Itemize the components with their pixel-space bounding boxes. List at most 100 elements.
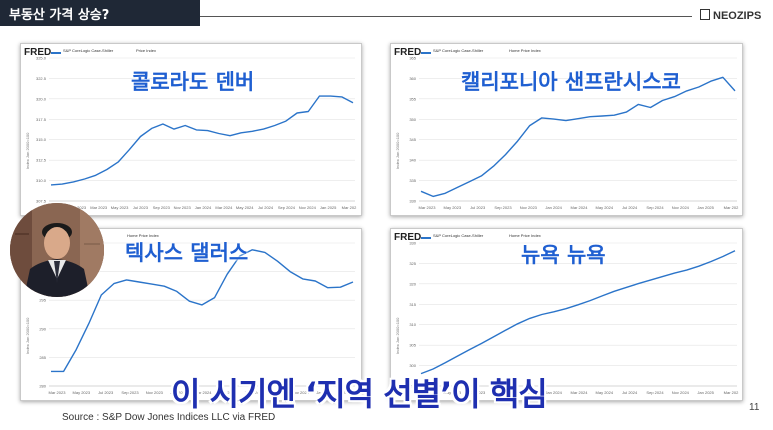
legend-series: S&P CoreLogic Case-Shiller bbox=[63, 48, 114, 53]
chart-san-francisco: FRED S&P CoreLogic Case-Shiller Home Pri… bbox=[390, 43, 743, 216]
legend-series: S&P CoreLogic Case-Shiller bbox=[433, 48, 484, 53]
legend-extra: Home Price Index bbox=[509, 48, 541, 53]
x-tick-label: May 2023 bbox=[111, 205, 129, 210]
y-tick-label: 335 bbox=[409, 178, 416, 183]
x-tick-label: Jan 2025 bbox=[320, 205, 337, 210]
x-tick-label: Mar 202 bbox=[342, 205, 357, 210]
x-tick-label: Sep 2023 bbox=[494, 390, 512, 395]
x-tick-label: Jul 2023 bbox=[470, 205, 486, 210]
y-tick-label: 340 bbox=[409, 158, 416, 163]
x-tick-label: May 2024 bbox=[219, 390, 237, 395]
x-tick-label: Sep 2023 bbox=[153, 205, 171, 210]
x-tick-label: Jul 2024 bbox=[244, 390, 260, 395]
x-tick-label: Nov 2023 bbox=[520, 390, 538, 395]
x-tick-label: May 2024 bbox=[236, 205, 254, 210]
x-tick-label: Sep 2023 bbox=[121, 390, 139, 395]
legend-series: Home Price Index bbox=[127, 233, 159, 238]
y-tick-label: 295 bbox=[409, 384, 416, 389]
x-tick-label: Jul 2023 bbox=[133, 205, 149, 210]
y-tick-label: 320 bbox=[409, 281, 416, 286]
x-tick-label: Nov 2024 bbox=[672, 205, 690, 210]
x-tick-label: Nov 2024 bbox=[672, 390, 690, 395]
x-tick-label: Mar 202 bbox=[724, 205, 739, 210]
source-note: Source : S&P Dow Jones Indices LLC via F… bbox=[62, 412, 276, 423]
chart-denver: FRED S&P CoreLogic Case-Shiller Price In… bbox=[20, 43, 362, 216]
caption-subtitle: 이 시기엔 ‘지역 선별’이 핵심 bbox=[171, 375, 548, 413]
x-tick-label: Mar 202 bbox=[724, 390, 739, 395]
x-tick-label: Nov 2024 bbox=[299, 205, 317, 210]
y-tick-label: 280 bbox=[39, 384, 46, 389]
y-tick-label: 355 bbox=[409, 96, 416, 101]
chart-label-san-francisco: 캘리포니아 샌프란시스코 bbox=[461, 70, 681, 94]
y-tick-label: 315.0 bbox=[36, 137, 47, 142]
x-tick-label: May 2023 bbox=[73, 390, 91, 395]
chart-label-denver: 콜로라도 덴버 bbox=[131, 70, 255, 94]
chart-label-dallas: 텍사스 댈러스 bbox=[125, 241, 249, 265]
x-tick-label: Mar 2024 bbox=[571, 390, 589, 395]
series-line bbox=[420, 250, 736, 375]
brand-name: NEOZIPS bbox=[713, 10, 762, 22]
series-line bbox=[51, 249, 354, 373]
x-tick-label: Mar 2024 bbox=[571, 205, 589, 210]
x-tick-label: Sep 2023 bbox=[494, 205, 512, 210]
x-tick-label: Jul 2024 bbox=[258, 205, 274, 210]
y-tick-label: 320.0 bbox=[36, 96, 47, 101]
x-tick-label: May 2024 bbox=[596, 390, 614, 395]
x-tick-label: Jan 2024 bbox=[545, 205, 562, 210]
x-tick-label: Mar 2024 bbox=[215, 205, 233, 210]
x-tick-label: Jul 2024 bbox=[622, 205, 638, 210]
header-divider bbox=[200, 16, 692, 17]
y-tick-label: 305 bbox=[409, 343, 416, 348]
legend-series: S&P CoreLogic Case-Shiller bbox=[433, 233, 484, 238]
x-tick-label: Nov 2023 bbox=[174, 205, 192, 210]
presenter-avatar bbox=[10, 203, 104, 297]
x-tick-label: Jan 2025 bbox=[316, 390, 333, 395]
x-tick-label: Sep 2024 bbox=[646, 205, 664, 210]
x-tick-label: Mar 2023 bbox=[419, 390, 437, 395]
x-tick-label: Nov 2024 bbox=[292, 390, 310, 395]
x-tick-label: Jan 2025 bbox=[697, 205, 714, 210]
series-line bbox=[50, 95, 354, 186]
y-tick-label: 325.0 bbox=[36, 56, 47, 61]
x-tick-label: Jul 2024 bbox=[622, 390, 638, 395]
y-tick-label: 365 bbox=[409, 56, 416, 61]
y-tick-label: 325 bbox=[409, 261, 416, 266]
fred-logo: FRED bbox=[24, 47, 52, 58]
y-tick-label: 360 bbox=[409, 76, 416, 81]
x-tick-label: Mar 2023 bbox=[90, 205, 108, 210]
y-tick-label: 330 bbox=[409, 199, 416, 204]
chart-new-york: FRED S&P CoreLogic Case-Shiller Home Pri… bbox=[390, 228, 743, 401]
brand-logo: NEOZIPS bbox=[700, 9, 761, 22]
x-tick-label: Jan 2024 bbox=[170, 390, 187, 395]
x-tick-label: Mar 202 bbox=[342, 390, 357, 395]
x-tick-label: Jul 2023 bbox=[98, 390, 114, 395]
fred-logo: FRED bbox=[394, 47, 422, 58]
x-tick-label: Jul 2023 bbox=[470, 390, 486, 395]
y-tick-label: 317.5 bbox=[36, 117, 47, 122]
y-tick-label: 300 bbox=[409, 363, 416, 368]
chart-label-new-york: 뉴욕 뉴욕 bbox=[521, 243, 606, 267]
y-tick-label: 290 bbox=[39, 326, 46, 331]
page-title: 부동산 가격 상승? bbox=[9, 8, 110, 23]
x-tick-label: Nov 2023 bbox=[520, 205, 538, 210]
legend-swatch bbox=[421, 237, 431, 239]
y-tick-label: 295 bbox=[39, 298, 46, 303]
y-tick-label: 310.0 bbox=[36, 178, 47, 183]
legend-swatch bbox=[421, 52, 431, 54]
legend-swatch bbox=[51, 52, 61, 54]
x-tick-label: May 2023 bbox=[444, 390, 462, 395]
x-tick-label: Jan 2024 bbox=[545, 390, 562, 395]
header-bar: 부동산 가격 상승? bbox=[0, 0, 200, 26]
y-tick-label: 285 bbox=[39, 355, 46, 360]
y-tick-label: 315 bbox=[409, 302, 416, 307]
x-tick-label: Jan 2025 bbox=[697, 390, 714, 395]
y-tick-label: 350 bbox=[409, 117, 416, 122]
y-tick-label: 307.5 bbox=[36, 199, 47, 204]
x-tick-label: Mar 2024 bbox=[195, 390, 213, 395]
x-tick-label: Mar 2023 bbox=[49, 390, 67, 395]
legend-extra: Home Price Index bbox=[509, 233, 541, 238]
page-number: 11 bbox=[749, 402, 760, 413]
x-tick-label: Nov 2023 bbox=[146, 390, 164, 395]
